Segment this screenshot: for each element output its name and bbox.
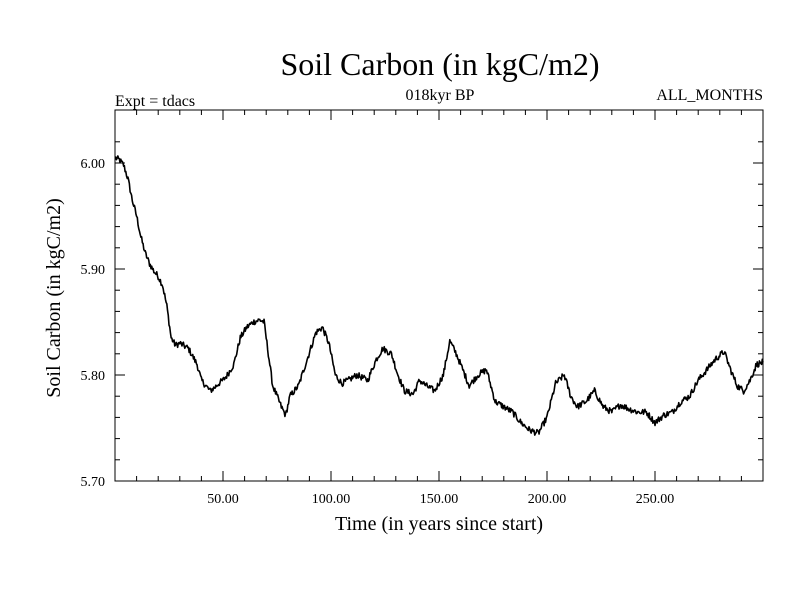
y-tick-label: 5.70 [81, 475, 106, 490]
series-layer [114, 155, 764, 436]
experiment-label: Expt = tdacs [115, 93, 195, 110]
plot-frame [114, 109, 764, 482]
period-label: 018kyr BP [406, 87, 475, 104]
y-tick-label: 5.90 [81, 263, 106, 278]
x-tick-label: 100.00 [312, 492, 351, 507]
axis-ticks [115, 110, 763, 481]
x-tick-label: 250.00 [636, 492, 675, 507]
series-line [114, 155, 764, 436]
months-label: ALL_MONTHS [656, 87, 763, 104]
y-axis-tick-labels: 5.70 5.80 5.90 6.00 [81, 157, 106, 490]
x-axis-label: Time (in years since start) [335, 513, 543, 535]
x-tick-label: 150.00 [420, 492, 459, 507]
y-axis-label: Soil Carbon (in kgC/m2) [43, 198, 65, 397]
y-tick-label: 6.00 [81, 157, 106, 172]
chart-title: Soil Carbon (in kgC/m2) [280, 46, 599, 82]
y-tick-label: 5.80 [81, 369, 106, 384]
x-tick-label: 200.00 [528, 492, 567, 507]
x-tick-label: 50.00 [207, 492, 239, 507]
x-axis-tick-labels: 50.00 100.00 150.00 200.00 250.00 [207, 492, 674, 507]
